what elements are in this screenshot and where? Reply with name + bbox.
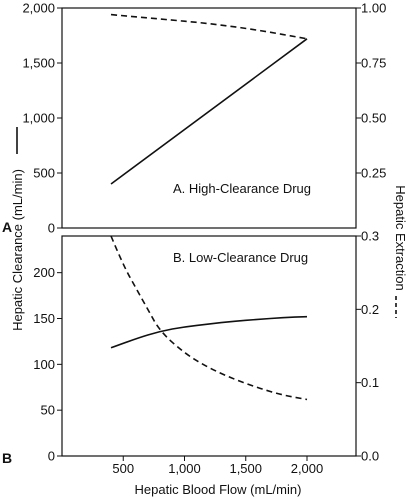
y-left-tick-label: 200 xyxy=(33,265,55,280)
panel-a: 0 500 1,000 1,500 2,000 0.25 0.50 0.75 1.00 A. Hi… xyxy=(2,1,386,236)
x-tick-label: 500 xyxy=(112,461,134,476)
left-axis-title-group: Hepatic Clearance (mL/min) xyxy=(10,127,25,331)
panel-letter: A xyxy=(2,219,12,235)
series-hepatic-extraction xyxy=(110,235,308,401)
panel-b: 0 50 100 150 200 0.0 0.1 0.2 0.3 500 1,000 1,500 2,0… xyxy=(2,229,379,477)
y-left-tick-label: 1,500 xyxy=(22,56,55,71)
x-axis-title: Hepatic Blood Flow (mL/min) xyxy=(135,482,302,497)
y-right-tick-label: 0.0 xyxy=(361,449,379,464)
right-axis-title: Hepatic Extraction xyxy=(393,185,408,291)
y-right-tick-label: 1.00 xyxy=(361,1,386,16)
plot-frame xyxy=(61,235,357,457)
x-tick-label: 1,500 xyxy=(229,461,262,476)
y-right-tick-label: 0.25 xyxy=(361,166,386,181)
y-left-tick-label: 2,000 xyxy=(22,1,55,16)
panel-caption: A. High-Clearance Drug xyxy=(173,181,311,196)
y-left-tick-label: 100 xyxy=(33,357,55,372)
y-left-tick-label: 0 xyxy=(48,221,55,236)
y-left-tick-label: 0 xyxy=(48,449,55,464)
x-tick-label: 2,000 xyxy=(291,461,324,476)
panel-letter: B xyxy=(2,450,12,466)
y-right-tick-label: 0.3 xyxy=(361,229,379,244)
panel-caption: B. Low-Clearance Drug xyxy=(173,250,308,265)
series-hepatic-clearance xyxy=(110,315,308,349)
y-right-tick-label: 0.2 xyxy=(361,302,379,317)
y-right-tick-label: 0.50 xyxy=(361,111,386,126)
y-right-tick-label: 0.1 xyxy=(361,375,379,390)
y-left-tick-label: 500 xyxy=(33,166,55,181)
left-axis-title: Hepatic Clearance (mL/min) xyxy=(10,169,25,331)
series-hepatic-clearance xyxy=(110,38,308,185)
series-hepatic-extraction xyxy=(110,13,308,40)
y-left-tick-label: 150 xyxy=(33,311,55,326)
y-left-tick-label: 50 xyxy=(41,403,55,418)
y-left-tick-label: 1,000 xyxy=(22,111,55,126)
right-axis-title-group: Hepatic Extraction xyxy=(393,185,408,318)
x-tick-label: 1,000 xyxy=(168,461,201,476)
y-right-tick-label: 0.75 xyxy=(361,56,386,71)
